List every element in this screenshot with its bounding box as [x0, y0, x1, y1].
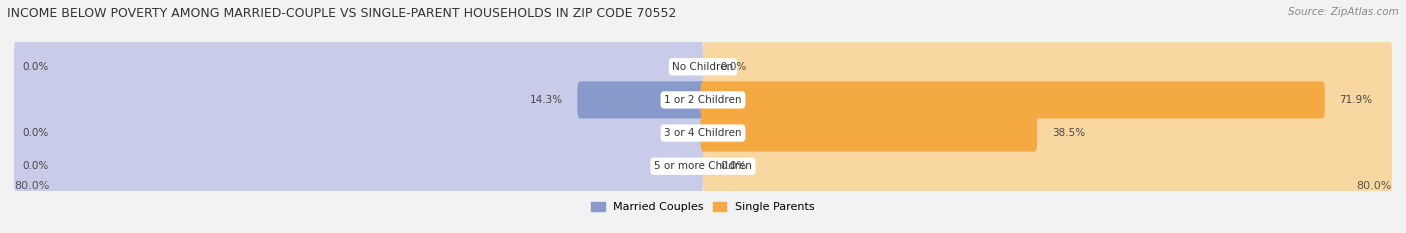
FancyBboxPatch shape [14, 69, 703, 131]
Text: No Children: No Children [672, 62, 734, 72]
Text: 0.0%: 0.0% [720, 62, 747, 72]
Legend: Married Couples, Single Parents: Married Couples, Single Parents [592, 202, 814, 212]
FancyBboxPatch shape [703, 102, 1392, 164]
FancyBboxPatch shape [700, 114, 1038, 152]
Text: 5 or more Children: 5 or more Children [654, 161, 752, 171]
FancyBboxPatch shape [14, 88, 1392, 112]
Text: 0.0%: 0.0% [720, 161, 747, 171]
Text: 80.0%: 80.0% [1357, 181, 1392, 191]
Text: 0.0%: 0.0% [22, 128, 48, 138]
Text: 3 or 4 Children: 3 or 4 Children [664, 128, 742, 138]
Text: 0.0%: 0.0% [22, 62, 48, 72]
FancyBboxPatch shape [14, 102, 703, 164]
Text: 38.5%: 38.5% [1052, 128, 1085, 138]
Text: 14.3%: 14.3% [530, 95, 562, 105]
FancyBboxPatch shape [700, 81, 1324, 119]
FancyBboxPatch shape [703, 135, 1392, 197]
FancyBboxPatch shape [14, 121, 1392, 145]
FancyBboxPatch shape [578, 81, 706, 119]
FancyBboxPatch shape [703, 36, 1392, 98]
FancyBboxPatch shape [703, 69, 1392, 131]
FancyBboxPatch shape [14, 36, 703, 98]
FancyBboxPatch shape [14, 55, 1392, 79]
Text: 0.0%: 0.0% [22, 161, 48, 171]
Text: Source: ZipAtlas.com: Source: ZipAtlas.com [1288, 7, 1399, 17]
Text: 1 or 2 Children: 1 or 2 Children [664, 95, 742, 105]
Text: 80.0%: 80.0% [14, 181, 49, 191]
Text: 71.9%: 71.9% [1340, 95, 1372, 105]
Text: INCOME BELOW POVERTY AMONG MARRIED-COUPLE VS SINGLE-PARENT HOUSEHOLDS IN ZIP COD: INCOME BELOW POVERTY AMONG MARRIED-COUPL… [7, 7, 676, 20]
FancyBboxPatch shape [14, 154, 1392, 178]
FancyBboxPatch shape [14, 135, 703, 197]
